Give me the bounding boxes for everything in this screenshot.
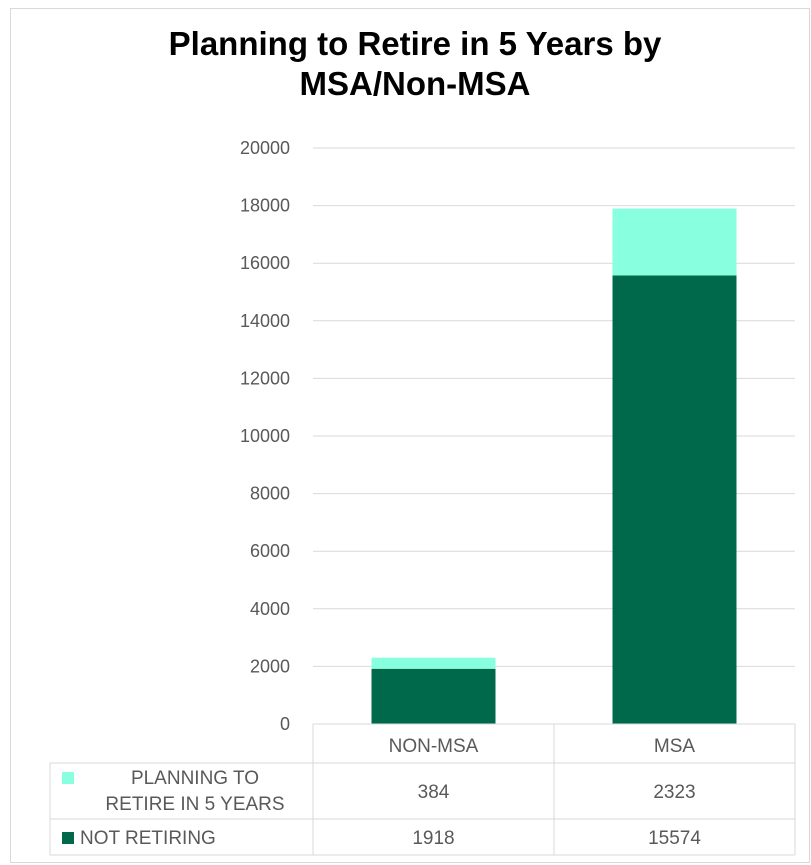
chart-title-line-1: Planning to Retire in 5 Years by [168, 25, 662, 62]
data-table: NON-MSA MSA PLANNING TO RETIRE IN 5 YEARS 38… [49, 723, 796, 856]
y-tick-label: 16000 [240, 253, 290, 273]
y-tick-label: 8000 [250, 484, 290, 504]
table-cell: 384 [418, 782, 450, 803]
x-category-label: NON-MSA [389, 736, 479, 757]
row-label-line-1: PLANNING TO [131, 768, 259, 789]
bars [371, 208, 737, 724]
table-cell: 15574 [648, 828, 701, 849]
row-label: NOT RETIRING [80, 828, 216, 849]
y-tick-label: 0 [280, 714, 290, 734]
y-tick-label: 14000 [240, 311, 290, 331]
legend-key-not-retiring [62, 832, 74, 844]
y-tick-label: 6000 [250, 541, 290, 561]
y-tick-label: 12000 [240, 368, 290, 388]
legend-key-planning-to-retire [62, 772, 74, 784]
y-tick-label: 20000 [240, 138, 290, 158]
y-tick-label: 2000 [250, 656, 290, 676]
y-tick-label: 18000 [240, 196, 290, 216]
table-cell: 1918 [412, 828, 454, 849]
y-tick-label: 10000 [240, 426, 290, 446]
bar-segment-planning-to-retire-non-msa [371, 657, 496, 669]
bar-segment-planning-to-retire-msa [612, 208, 737, 276]
y-axis-tick-labels: 0 2000 4000 6000 8000 10000 12000 14000 16000 180… [240, 138, 290, 734]
row-label-line-2: RETIRE IN 5 YEARS [105, 794, 284, 815]
table-cell: 2323 [653, 782, 695, 803]
x-category-label: MSA [654, 736, 696, 757]
bar-segment-not-retiring-msa [612, 275, 737, 724]
chart-title: Planning to Retire in 5 Years by MSA/Non… [0, 24, 811, 104]
y-tick-label: 4000 [250, 599, 290, 619]
chart-title-line-2: MSA/Non-MSA [299, 65, 531, 102]
bar-segment-not-retiring-non-msa [371, 668, 496, 724]
